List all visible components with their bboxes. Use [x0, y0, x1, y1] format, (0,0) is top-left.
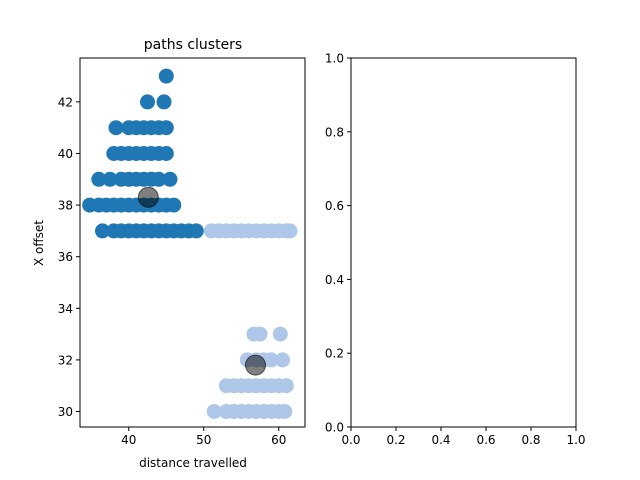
- cluster-1-point: [151, 171, 167, 187]
- cluster-1-point: [108, 120, 124, 136]
- right-y-tick-label: 0.2: [325, 347, 344, 361]
- right-y-tick-label: 0.0: [325, 421, 344, 435]
- left-y-tick-label: 38: [58, 199, 73, 213]
- left-axes-frame: [79, 57, 306, 428]
- cluster-1-point: [166, 197, 182, 213]
- left-y-tick-label: 34: [58, 302, 73, 316]
- cluster-1-point: [140, 94, 155, 110]
- right-x-tick-label: 0.6: [476, 433, 495, 447]
- cluster-1-point: [188, 223, 204, 239]
- cluster-2-point: [282, 223, 298, 239]
- cluster-1-point: [102, 171, 118, 187]
- right-y-tick-label: 0.4: [325, 273, 344, 287]
- cluster-2-point: [252, 326, 268, 342]
- left-y-tick-label: 36: [58, 250, 73, 264]
- right-axes-frame: [350, 57, 577, 428]
- right-y-tick-label: 0.6: [325, 199, 344, 213]
- left-y-tick-label: 42: [58, 95, 73, 109]
- cluster-1-point: [95, 223, 110, 239]
- right-y-tick-label: 1.0: [325, 52, 344, 66]
- left-y-tick-label: 32: [58, 353, 73, 367]
- cluster-1-point: [91, 171, 107, 187]
- cluster-2-point: [272, 326, 288, 342]
- cluster-2-point: [263, 352, 279, 368]
- right-axes-empty: 0.0 0.2 0.4 0.6 0.8 1.0 0.0 0.2 0.4 0.6 0.8 1.0: [325, 52, 586, 448]
- right-x-tick-label: 0.4: [431, 433, 450, 447]
- right-y-tick-label: 0.8: [325, 125, 344, 139]
- right-x-tick-label: 0.2: [386, 433, 405, 447]
- left-y-tick-label: 40: [58, 147, 73, 161]
- cluster-centroid: [245, 354, 266, 376]
- left-x-tick-label: 60: [271, 433, 286, 447]
- cluster-2-point: [206, 404, 222, 419]
- right-x-tick-label: 0.8: [521, 433, 540, 447]
- cluster-1-point: [158, 68, 174, 84]
- right-x-tick-label: 0.0: [341, 433, 360, 447]
- left-x-axis-label: distance travelled: [139, 456, 247, 470]
- cluster-1-point: [158, 146, 174, 161]
- left-x-tick-label: 50: [196, 433, 211, 447]
- cluster-1-point: [162, 171, 178, 187]
- right-x-tick-label: 1.0: [566, 433, 585, 447]
- left-plot-area: [82, 68, 298, 419]
- left-y-tick-label: 30: [58, 405, 73, 419]
- cluster-centroid: [137, 186, 159, 208]
- cluster-2-point: [277, 404, 293, 419]
- cluster-1-point: [156, 94, 172, 110]
- cluster-1-point: [158, 120, 174, 136]
- cluster-2-point: [278, 378, 294, 394]
- cluster-2-point: [275, 352, 290, 368]
- left-x-tick-label: 40: [121, 433, 136, 447]
- left-axes-clusters: paths clusters distance travelled X offs…: [32, 37, 306, 470]
- left-y-axis-label: X offset: [32, 220, 46, 266]
- left-plot-title: paths clusters: [144, 37, 242, 53]
